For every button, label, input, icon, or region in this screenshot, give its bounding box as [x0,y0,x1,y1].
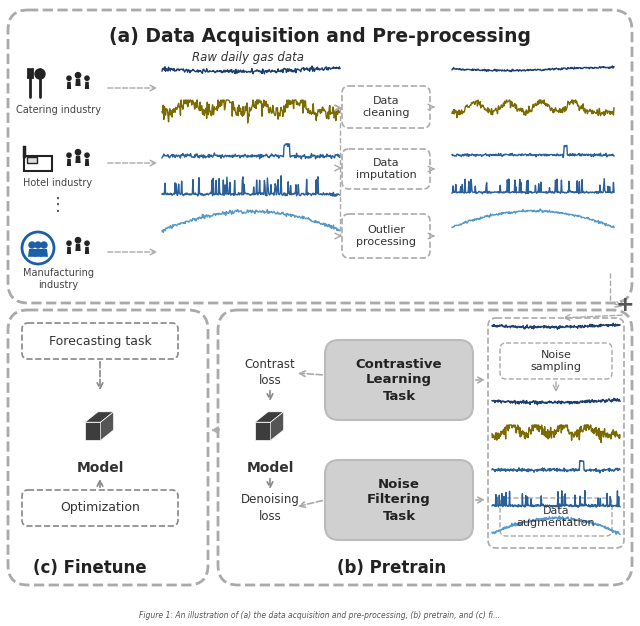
Polygon shape [85,82,89,89]
Bar [27,156,36,163]
Circle shape [67,153,71,157]
Text: Raw daily gas data: Raw daily gas data [192,51,304,63]
Circle shape [76,73,81,78]
Circle shape [76,237,81,243]
Text: Model: Model [76,461,124,475]
Polygon shape [85,247,89,254]
Circle shape [76,150,81,155]
Text: Model: Model [246,461,294,475]
Polygon shape [67,159,71,166]
Text: Forecasting task: Forecasting task [49,334,152,347]
Text: Manufacturing
industry: Manufacturing industry [22,268,93,290]
Polygon shape [85,412,114,422]
Circle shape [85,153,89,157]
Circle shape [85,241,89,245]
Polygon shape [85,422,100,441]
Text: Data
augmentation: Data augmentation [516,506,595,528]
Polygon shape [76,79,81,86]
Circle shape [29,242,35,248]
FancyBboxPatch shape [325,340,473,420]
Polygon shape [34,249,42,257]
Circle shape [67,76,71,80]
FancyBboxPatch shape [325,460,473,540]
Polygon shape [67,82,71,89]
Text: (b) Pretrain: (b) Pretrain [337,559,447,577]
Text: (c) Finetune: (c) Finetune [33,559,147,577]
Text: Contrast
loss: Contrast loss [244,359,296,387]
Text: Denoising
loss: Denoising loss [241,493,300,523]
Text: Data
imputation: Data imputation [356,158,417,180]
Text: Optimization: Optimization [60,501,140,515]
Bar [24,156,52,171]
Circle shape [22,232,54,264]
Circle shape [85,76,89,80]
Text: +: + [616,295,634,315]
Text: Noise
sampling: Noise sampling [531,350,582,372]
Polygon shape [28,249,36,257]
Polygon shape [67,247,71,254]
Polygon shape [85,159,89,166]
Polygon shape [271,412,284,441]
Polygon shape [255,412,284,422]
Text: Hotel industry: Hotel industry [24,178,93,188]
Text: Noise
Filtering
Task: Noise Filtering Task [367,478,431,523]
Circle shape [41,242,47,248]
Polygon shape [100,412,114,441]
Polygon shape [76,156,81,163]
Text: Figure 1: An illustration of (a) the data acquisition and pre-processing, (b) pr: Figure 1: An illustration of (a) the dat… [140,610,500,620]
Text: Catering industry: Catering industry [15,105,100,115]
Text: Contrastive
Learning
Task: Contrastive Learning Task [356,357,442,403]
Text: (a) Data Acquisition and Pre-processing: (a) Data Acquisition and Pre-processing [109,26,531,46]
Circle shape [35,69,45,79]
Circle shape [67,241,71,245]
Text: Outlier
processing: Outlier processing [356,225,416,247]
Text: Data
cleaning: Data cleaning [362,96,410,118]
Circle shape [35,242,41,248]
Polygon shape [76,244,81,251]
Polygon shape [40,249,48,257]
Polygon shape [255,422,271,441]
Text: ⋮: ⋮ [49,196,67,214]
